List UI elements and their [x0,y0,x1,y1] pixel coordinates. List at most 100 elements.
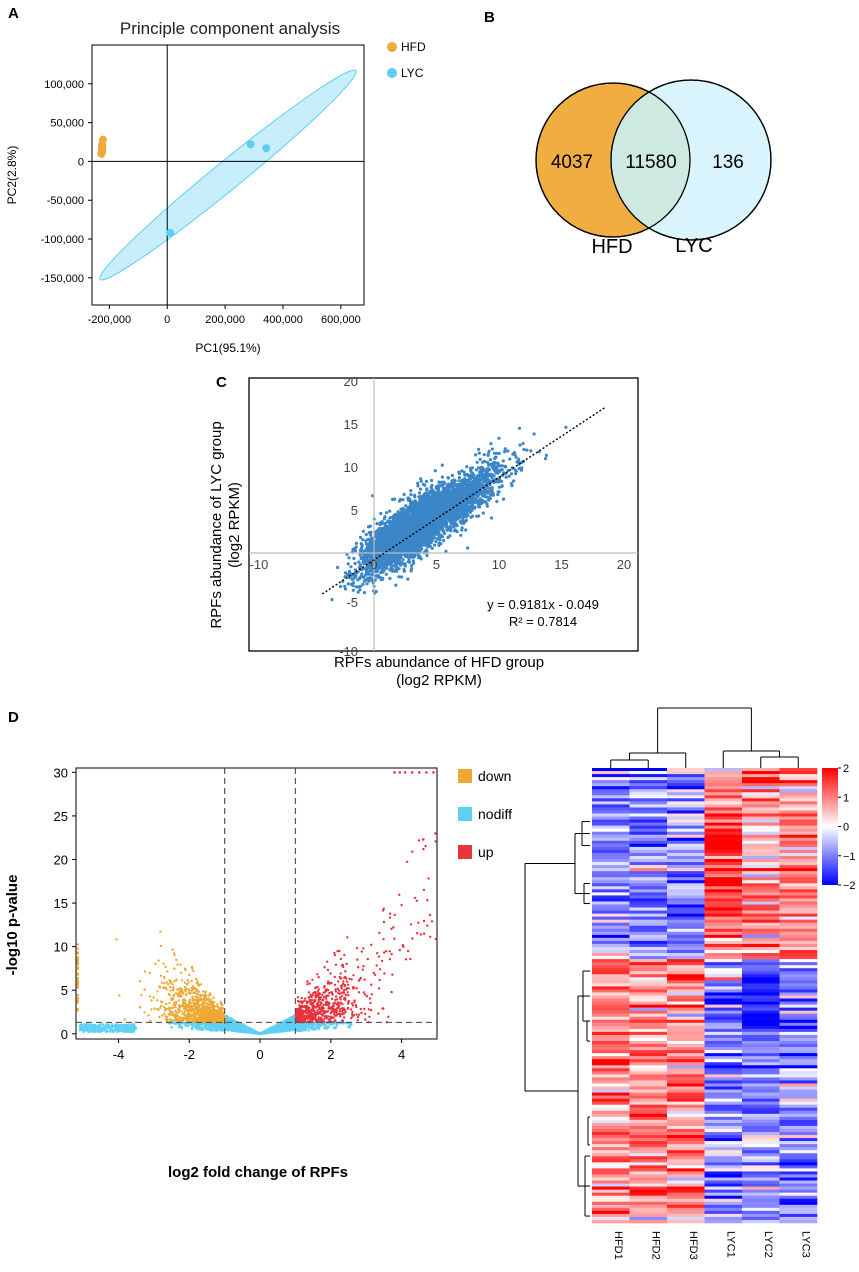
correlation-point [449,500,453,504]
correlation-point [487,489,491,493]
correlation-point [459,489,464,493]
venn-hfd-label: HFD [591,236,632,258]
correlation-point [509,481,514,486]
correlation-point [429,512,433,517]
correlation-point [449,489,453,493]
correlation-point [464,528,468,532]
correlation-point [474,496,478,500]
correlation-point [410,542,414,546]
correlation-point [511,479,516,483]
correlation-point [468,473,472,478]
correlation-point [385,524,389,529]
correlation-point [425,553,429,558]
correlation-point [353,568,357,572]
correlation-point [481,460,485,464]
correlation-point [474,453,478,457]
correlation-point [498,464,502,468]
correlation-point [450,497,454,501]
venn-diagram: B 4037 11580 136 HFD LYC [484,9,772,258]
correlation-point [479,502,483,506]
correlation-point [391,520,396,524]
correlation-point [490,473,494,477]
correlation-point [501,497,506,501]
correlation-point [398,522,402,526]
correlation-point [365,558,369,562]
correlation-point [389,557,394,561]
correlation-point [517,426,522,430]
correlation-point [438,484,442,488]
correlation-point [346,562,350,566]
correlation-point [336,565,340,570]
correlation-point [389,559,393,563]
correlation-point [464,513,469,517]
correlation-point [384,544,388,549]
correlation-point [424,548,429,552]
correlation-point [419,557,423,561]
correlation-point [430,483,434,487]
correlation-point [461,516,465,520]
venn-lyc-outline [610,79,772,241]
correlation-point [413,540,417,544]
correlation-point [454,511,458,515]
panel-label-a: A [8,5,19,22]
correlation-point [369,546,373,550]
correlation-point [470,504,474,509]
correlation-point [449,521,453,525]
correlation-point [454,506,458,510]
correlation-point [401,514,405,519]
correlation-point [385,511,389,515]
correlation-point [410,509,414,513]
venn-only-lyc: 136 [712,152,744,173]
correlation-point [508,457,512,461]
correlation-point [478,470,482,474]
correlation-point [410,534,414,538]
ellipse-lyc [99,69,357,281]
correlation-point [429,528,433,532]
correlation-point [409,489,413,493]
correlation-point [403,533,407,537]
correlation-point [366,546,370,550]
correlation-point [487,449,491,453]
correlation-point [352,556,356,560]
correlation-point [519,468,524,472]
correlation-point [418,504,422,508]
correlation-point [476,484,480,488]
correlation-point [413,553,417,557]
correlation-point [429,510,433,514]
correlation-point [543,457,548,461]
correlation-point [354,541,358,545]
correlation-point [460,528,464,532]
correlation-point [485,460,490,464]
correlation-point [432,490,436,494]
correlation-point [457,492,461,496]
pca-point-lyc-1 [262,144,271,153]
correlation-point [394,583,398,587]
correlation-point [360,568,364,572]
correlation-point [413,516,417,520]
pca-ellipses [97,69,357,281]
correlation-point [452,478,456,482]
correlation-point [419,479,423,483]
correlation-point [489,493,493,497]
correlation-point [409,493,413,497]
correlation-point [564,425,568,429]
correlation-point [447,483,451,487]
correlation-point [415,511,419,515]
correlation-point [403,564,407,568]
correlation-point [399,575,404,579]
correlation-point [496,492,500,497]
correlation-point [456,482,460,487]
correlation-point [445,528,449,532]
correlation-point [403,562,407,566]
correlation-point [401,506,405,511]
correlation-point [387,519,391,524]
correlation-point [503,447,507,451]
correlation-point [351,583,355,588]
correlation-point [493,451,497,455]
correlation-point [440,535,445,539]
correlation-point [488,496,492,500]
correlation-point [462,470,466,474]
correlation-point [486,486,490,490]
venn-only-hfd: 4037 [551,152,593,173]
